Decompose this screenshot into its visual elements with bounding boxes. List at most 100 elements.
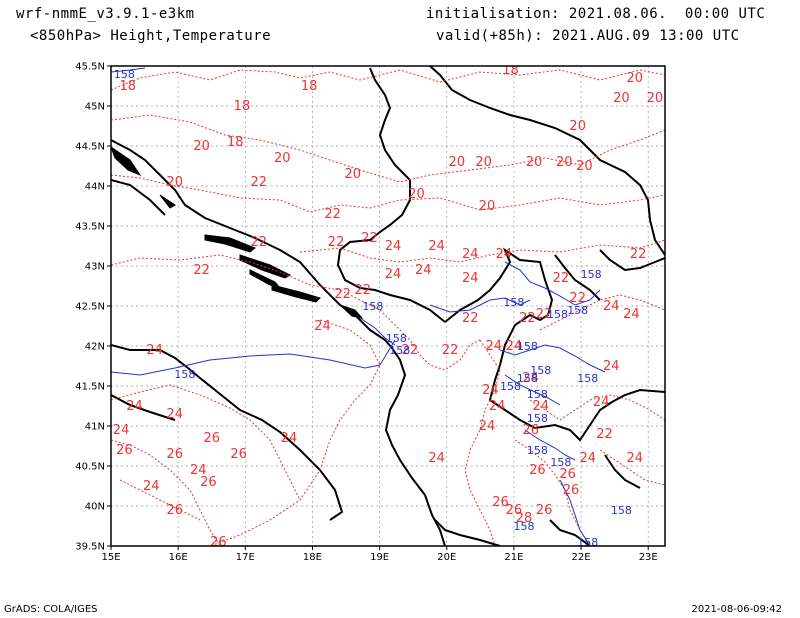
valid-time: valid(+85h): 2021.AUG.09 13:00 UTC [436, 28, 740, 44]
temperature-label: 22 [324, 207, 341, 222]
temperature-label: 22 [596, 427, 613, 442]
lat-tick-label: 43.5N [75, 222, 105, 233]
lat-tick-label: 41N [85, 422, 105, 433]
temperature-label: 26 [559, 467, 576, 482]
height-label: 158 [500, 380, 521, 393]
height-label: 158 [503, 296, 524, 309]
height-label: 158 [530, 364, 551, 377]
model-title: wrf-nmmE_v3.9.1-e3km [16, 6, 195, 22]
lon-tick-label: 16E [169, 552, 188, 563]
temperature-label: 24 [462, 247, 479, 262]
temperature-label: 26 [563, 483, 580, 498]
temperature-label: 26 [492, 495, 509, 510]
lon-tick-label: 18E [303, 552, 322, 563]
temperature-label: 20 [449, 155, 466, 170]
temperature-label: 20 [556, 155, 573, 170]
temperature-label: 22 [442, 343, 459, 358]
temperature-label: 24 [489, 399, 506, 414]
temperature-label: 20 [167, 175, 184, 190]
temperature-label: 26 [536, 503, 553, 518]
temperature-label: 18 [502, 63, 519, 78]
temperature-label: 26 [167, 503, 184, 518]
height-label: 158 [611, 504, 632, 517]
lon-tick-label: 20E [437, 552, 456, 563]
temperature-label: 20 [479, 199, 496, 214]
temperature-label: 24 [385, 239, 402, 254]
temperature-label: 24 [482, 383, 499, 398]
temperature-label: 24 [428, 451, 445, 466]
temperature-label: 24 [190, 463, 207, 478]
lon-tick-label: 21E [504, 552, 523, 563]
lon-tick-label: 15E [101, 552, 120, 563]
height-label: 158 [386, 332, 407, 345]
lat-tick-label: 44N [85, 182, 105, 193]
temperature-label: 24 [143, 479, 160, 494]
temperature-label: 24 [623, 307, 640, 322]
temperature-label: 22 [536, 307, 553, 322]
footer-timestamp: 2021-08-06-09:42 [691, 604, 782, 615]
temperature-label: 26 [529, 463, 546, 478]
temperature-label: 18 [227, 135, 244, 150]
lon-tick-label: 23E [639, 552, 658, 563]
height-label: 158 [547, 308, 568, 321]
init-time: initialisation: 2021.08.06. 00:00 UTC [426, 6, 766, 22]
lat-tick-label: 45N [85, 102, 105, 113]
lat-tick-label: 43N [85, 262, 105, 273]
temperature-label: 18 [234, 99, 251, 114]
temperature-label: 22 [250, 235, 267, 250]
temperature-label: 20 [576, 159, 593, 174]
temperature-label: 24 [146, 343, 163, 358]
temperature-label: 22 [193, 263, 210, 278]
temperature-label: 24 [506, 339, 523, 354]
temperature-label: 26 [230, 447, 247, 462]
temperature-label: 24 [496, 247, 513, 262]
temperature-label: 20 [475, 155, 492, 170]
lon-tick-label: 22E [572, 552, 591, 563]
level-title: <850hPa> Height,Temperature [30, 28, 272, 44]
temperature-label: 28 [516, 511, 533, 526]
temperature-label: 26 [506, 503, 523, 518]
temperature-label: 24 [532, 399, 549, 414]
lat-tick-label: 39.5N [75, 542, 105, 553]
temperature-label: 22 [569, 291, 586, 306]
temperature-label: 20 [193, 139, 210, 154]
height-label: 158 [527, 444, 548, 457]
height-label: 158 [389, 344, 410, 357]
lon-tick-label: 17E [236, 552, 255, 563]
height-label: 158 [527, 388, 548, 401]
temperature-label: 20 [344, 167, 361, 182]
temperature-label: 22 [462, 311, 479, 326]
temperature-label: 24 [385, 267, 402, 282]
temperature-label: 26 [167, 447, 184, 462]
height-label: 158 [513, 520, 534, 533]
temperature-label: 22 [328, 235, 345, 250]
temperature-label: 22 [355, 283, 372, 298]
temperature-label: 24 [627, 451, 644, 466]
temperature-label: 24 [462, 271, 479, 286]
islands [111, 146, 364, 319]
temperature-label: 24 [522, 371, 539, 386]
lat-tick-label: 45.5N [75, 62, 105, 73]
lat-tick-label: 42.5N [75, 302, 105, 313]
lat-tick-label: 41.5N [75, 382, 105, 393]
height-label: 158 [577, 536, 598, 549]
height-label: 158 [174, 368, 195, 381]
temperature-label: 20 [647, 91, 664, 106]
lat-tick-label: 40N [85, 502, 105, 513]
height-label: 158 [527, 412, 548, 425]
temperature-label: 20 [627, 71, 644, 86]
temperature-label: 24 [603, 299, 620, 314]
grid-lines [111, 66, 665, 546]
temperature-label: 24 [126, 399, 143, 414]
lat-tick-label: 40.5N [75, 462, 105, 473]
temperature-label: 24 [603, 359, 620, 374]
temperature-label: 24 [113, 423, 130, 438]
temperature-label: 26 [203, 431, 220, 446]
footer-credit: GrADS: COLA/IGES [4, 604, 98, 615]
temperature-label: 18 [301, 79, 318, 94]
height-label: 158 [362, 300, 383, 313]
temperature-label: 22 [250, 175, 267, 190]
temperature-label: 26 [200, 475, 217, 490]
temperature-label: 20 [569, 119, 586, 134]
temperature-label: 22 [402, 343, 419, 358]
